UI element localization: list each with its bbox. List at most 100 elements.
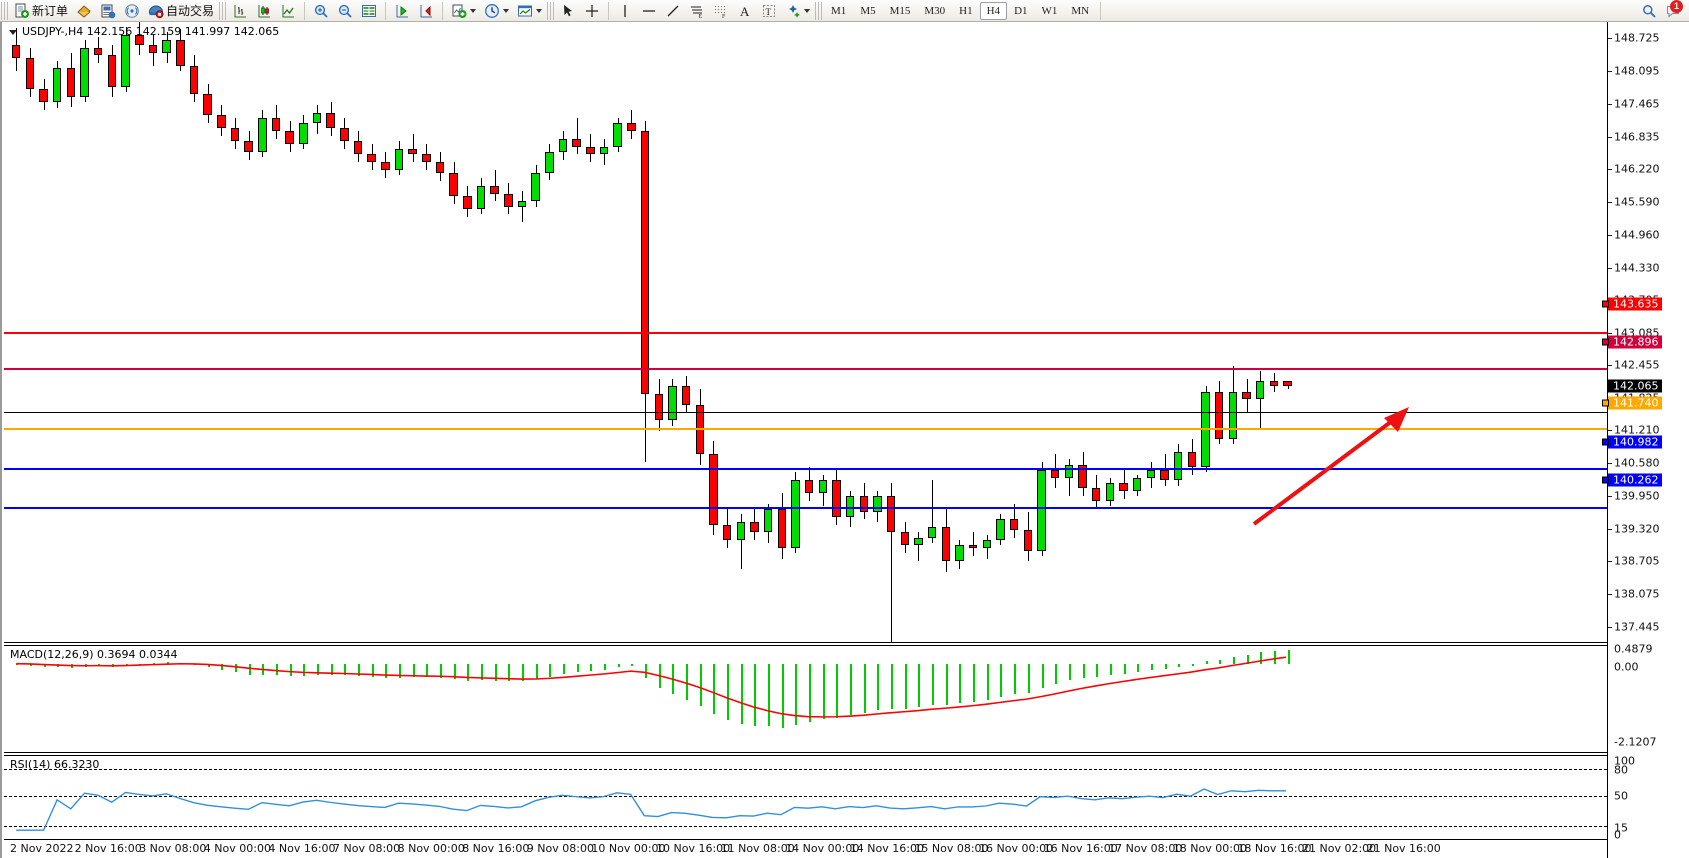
macd-bar	[850, 664, 853, 715]
crosshair-tool-button[interactable]	[580, 0, 604, 22]
price-tag-143-635[interactable]: 143.635	[1602, 297, 1662, 311]
price-tick-label: 145.590	[1614, 195, 1660, 209]
timeframe-m1[interactable]: M1	[831, 4, 847, 17]
time-axis-label: 8 Nov 00:00	[397, 842, 465, 855]
price-tag-handle[interactable]	[1602, 476, 1609, 484]
price-panel[interactable]: USDJPY-,H4 142.156 142.159 141.997 142.0…	[4, 22, 1607, 643]
svg-text:E: E	[699, 14, 703, 19]
shapes-tool-button[interactable]	[781, 0, 814, 22]
level-line-140-262[interactable]	[4, 507, 1607, 509]
chevron-down-icon[interactable]	[804, 8, 811, 13]
candle-bearish	[422, 154, 431, 163]
macd-bar	[945, 664, 948, 705]
zoom-out-icon	[337, 3, 353, 19]
price-tag-handle[interactable]	[1602, 338, 1609, 346]
text-tool-button[interactable]: A	[733, 0, 757, 22]
level-line-142-896[interactable]	[4, 368, 1607, 370]
candle-bearish	[1119, 482, 1128, 491]
time-axis[interactable]: 2 Nov 2022 2 Nov 16:00 3 Nov 08:00 4 Nov 00…	[6, 840, 1607, 858]
autotrading-button[interactable]: 自动交易	[144, 0, 218, 22]
toolbar-grip-timeframes[interactable]	[815, 1, 823, 20]
timeframe-m5[interactable]: M5	[860, 4, 876, 17]
timeframe-w1[interactable]: W1	[1041, 4, 1058, 17]
candle-bearish	[654, 394, 663, 421]
level-line-143-635[interactable]	[4, 332, 1607, 334]
channel-tool-button[interactable]: F	[709, 0, 733, 22]
macd-bar	[426, 664, 429, 678]
candle-bullish	[1173, 451, 1183, 481]
price-tag-140-262[interactable]: 140.262	[1602, 473, 1662, 487]
candle-bullish	[1228, 391, 1238, 439]
expert-advisors-button[interactable]	[72, 0, 96, 22]
timeframe-d1[interactable]: D1	[1014, 4, 1028, 17]
price-tag-handle[interactable]	[1602, 438, 1609, 446]
zoom-out-button[interactable]	[333, 0, 357, 22]
bar-chart-button[interactable]	[228, 0, 252, 22]
level-line-140-982[interactable]	[4, 468, 1607, 470]
timeframe-mn[interactable]: MN	[1071, 4, 1090, 17]
price-tag-handle[interactable]	[1602, 300, 1609, 308]
price-tag-142-065[interactable]: 142.065	[1608, 379, 1662, 393]
chevron-down-icon[interactable]	[536, 8, 543, 13]
candle-bearish	[709, 454, 718, 525]
macd-bar	[275, 664, 278, 676]
period-button[interactable]	[480, 0, 513, 22]
macd-panel[interactable]: MACD(12,26,9) 0.3694 0.0344	[4, 645, 1607, 753]
cursor-tool-button[interactable]	[556, 0, 580, 22]
vertical-line-icon	[617, 3, 633, 19]
candle-wick	[918, 532, 920, 562]
terminal-button[interactable]	[96, 0, 120, 22]
trendline-tool-button[interactable]	[661, 0, 685, 22]
notifications-button[interactable]: 1	[1661, 0, 1685, 22]
chart-plot-area[interactable]: USDJPY-,H4 142.156 142.159 141.997 142.0…	[4, 22, 1607, 858]
chevron-down-icon[interactable]	[503, 8, 510, 13]
price-tick-label: 138.705	[1614, 554, 1660, 568]
price-tag-141-740[interactable]: 141.740	[1602, 396, 1662, 410]
price-tag-142-896[interactable]: 142.896	[1602, 335, 1662, 349]
candle-bullish	[394, 149, 404, 171]
terminal-icon	[100, 3, 116, 19]
price-tag-handle[interactable]	[1602, 399, 1609, 407]
time-axis-label: 4 Nov 16:00	[268, 842, 336, 855]
chevron-down-icon[interactable]	[470, 8, 477, 13]
timeframe-h4[interactable]: H4	[979, 1, 1008, 20]
horizontal-line-tool-button[interactable]	[637, 0, 661, 22]
text-label-tool-button[interactable]: T	[757, 0, 781, 22]
timeframe-m15[interactable]: M15	[889, 4, 911, 17]
rsi-panel[interactable]: RSI(14) 66.3230	[4, 755, 1607, 840]
new-order-button[interactable]: 新订单	[10, 0, 72, 22]
candle-bullish	[121, 34, 130, 87]
chart-window[interactable]: USDJPY-,H4 142.156 142.159 141.997 142.0…	[0, 22, 1689, 858]
time-axis-label: 16 Nov 16:00	[1043, 842, 1118, 855]
macd-bar	[16, 664, 19, 665]
level-line-141-740[interactable]	[4, 428, 1607, 430]
toolbar-grip-standard[interactable]	[1, 1, 8, 20]
time-axis-label: 17 Nov 08:00	[1108, 842, 1183, 855]
candlestick-chart-button[interactable]	[252, 0, 276, 22]
timeframe-m30[interactable]: M30	[924, 4, 946, 17]
signals-button[interactable]	[120, 0, 144, 22]
timeframe-h1[interactable]: H1	[959, 4, 973, 17]
price-tick-label: 148.725	[1614, 31, 1660, 45]
auto-scroll-button[interactable]	[390, 0, 414, 22]
up-arrow-annotation[interactable]	[1244, 402, 1424, 532]
price-tag-140-982[interactable]: 140.982	[1602, 435, 1662, 449]
line-chart-button[interactable]	[276, 0, 300, 22]
macd-bar	[303, 664, 306, 677]
macd-bar	[248, 664, 251, 675]
add-indicator-button[interactable]	[447, 0, 480, 22]
fibonacci-tool-button[interactable]: E	[685, 0, 709, 22]
candle-bearish	[107, 55, 117, 87]
search-button[interactable]	[1637, 0, 1661, 22]
macd-bar	[754, 664, 757, 727]
zoom-in-button[interactable]	[309, 0, 333, 22]
time-axis-label: 14 Nov 16:00	[849, 842, 924, 855]
templates-button[interactable]	[513, 0, 546, 22]
toolbar-grip-draw[interactable]	[547, 1, 555, 20]
toolbar-grip-charts[interactable]	[219, 1, 227, 20]
chart-title-collapse-icon[interactable]	[9, 30, 17, 35]
price-scale[interactable]: 148.725 148.095 147.465 146.835 146.220 145.5…	[1602, 22, 1689, 858]
chart-shift-button[interactable]	[414, 0, 438, 22]
data-window-button[interactable]	[357, 0, 381, 22]
vertical-line-tool-button[interactable]	[613, 0, 637, 22]
